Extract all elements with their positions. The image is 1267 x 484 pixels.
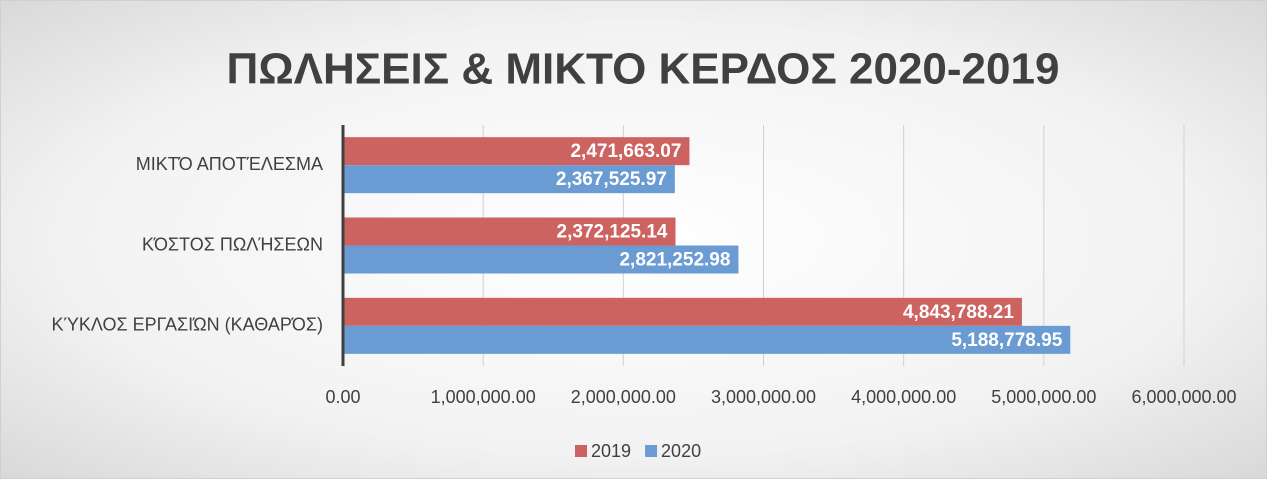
x-tick-label: 4,000,000.00 — [851, 387, 956, 407]
data-label: 2,372,125.14 — [557, 222, 668, 243]
data-label: 2,471,663.07 — [570, 141, 681, 162]
legend-swatch — [645, 445, 658, 457]
bar — [343, 137, 690, 166]
data-label: 2,367,525.97 — [556, 169, 667, 190]
x-tick-label: 1,000,000.00 — [431, 387, 536, 407]
bar — [343, 245, 739, 274]
data-label: 4,843,788.21 — [903, 302, 1014, 323]
legend-swatch — [575, 445, 587, 457]
y-tick-label: ΚΎΚΛΟΣ ΕΡΓΑΣΙΏΝ (ΚΑΘΑΡΌΣ) — [51, 315, 323, 335]
y-tick-label: ΜΙΚΤΌ ΑΠΟΤΈΛΕΣΜΑ — [136, 154, 323, 174]
legend-label: 2020 — [661, 441, 701, 461]
bar — [343, 217, 676, 246]
bar — [343, 325, 1071, 354]
x-tick-label: 0.00 — [325, 387, 360, 407]
data-label: 2,821,252.98 — [619, 250, 730, 271]
x-tick-label: 2,000,000.00 — [571, 387, 676, 407]
x-tick-label: 5,000,000.00 — [991, 387, 1096, 407]
legend-label: 2019 — [591, 441, 631, 461]
bar — [343, 297, 1022, 326]
chart-title: ΠΩΛΗΣΕΙΣ & ΜΙΚΤΟ ΚΕΡΔΟΣ 2020-2019 — [227, 45, 1060, 94]
bar — [343, 165, 675, 194]
x-tick-label: 3,000,000.00 — [711, 387, 816, 407]
x-tick-label: 6,000,000.00 — [1131, 387, 1236, 407]
y-tick-label: ΚΌΣΤΟΣ ΠΩΛΉΣΕΩΝ — [142, 234, 323, 254]
data-label: 5,188,778.95 — [951, 330, 1062, 351]
